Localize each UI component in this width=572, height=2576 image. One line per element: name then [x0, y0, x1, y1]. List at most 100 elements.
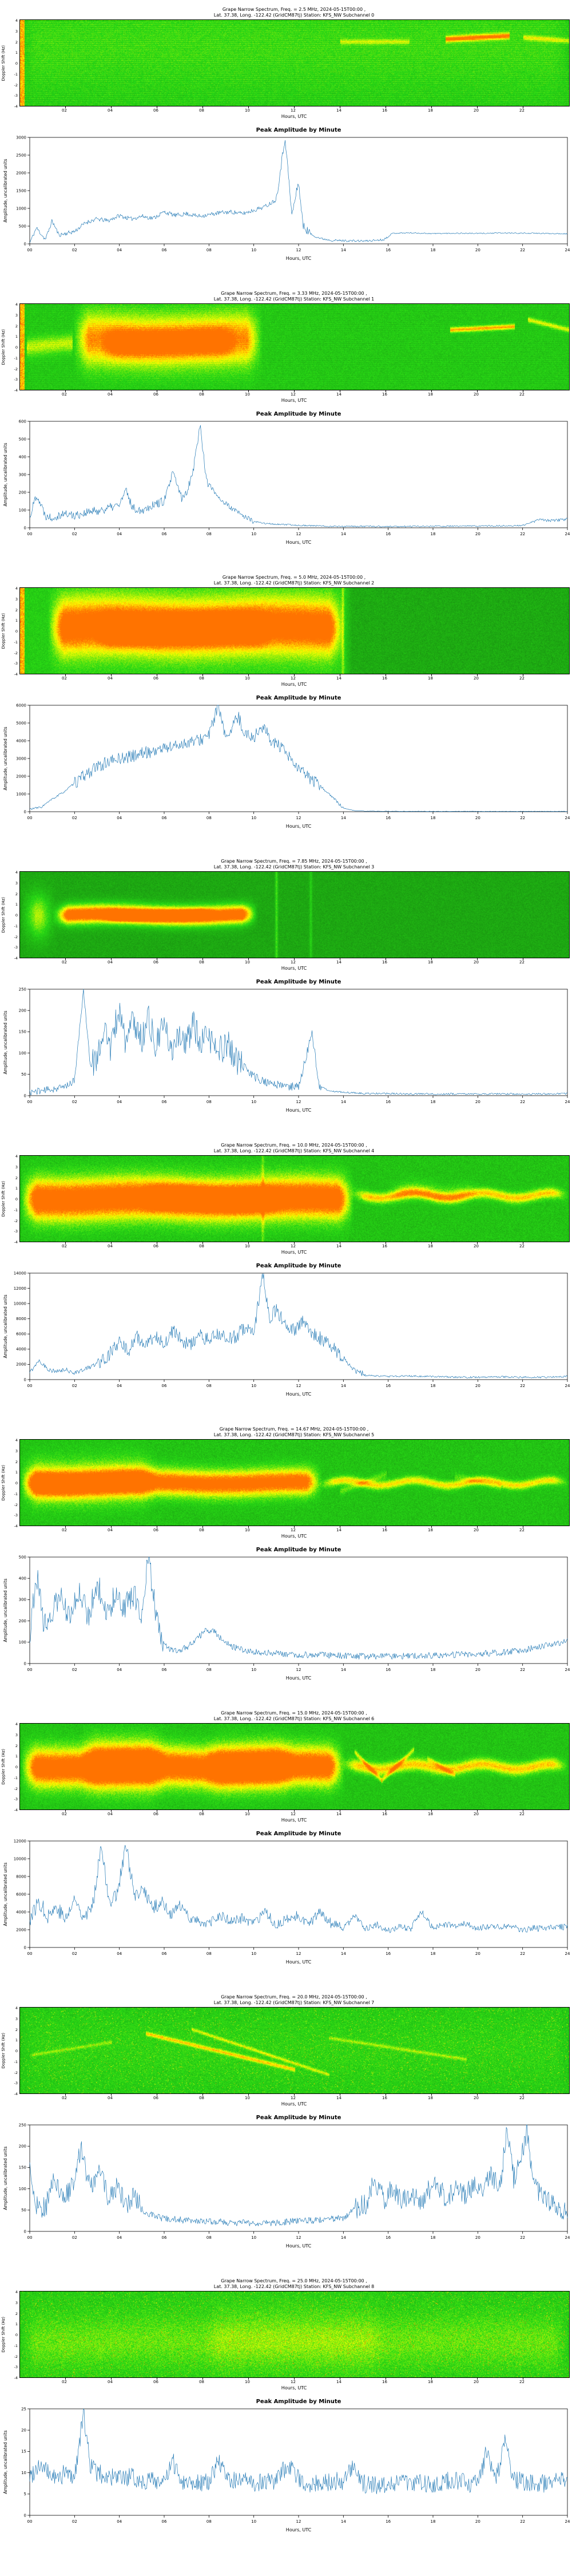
hour-tick-label: 08	[199, 1528, 204, 1532]
hour-tick-mark	[248, 958, 249, 960]
doppler-tick-label: 3	[15, 313, 18, 318]
spectrogram-canvas-wrap	[19, 587, 570, 674]
spectrogram-canvas-wrap	[19, 871, 570, 958]
hours-axis-label: Hours, UTC	[286, 540, 312, 545]
doppler-axis-label: Doppler Shift (Hz)	[1, 2032, 6, 2069]
spectrogram-title-line2: Lat. 37.38, Long. -122.42 (GridCM87tj) S…	[213, 1716, 375, 1721]
hour-tick-label: 18	[431, 532, 436, 536]
doppler-tick-label: -2	[14, 1786, 18, 1791]
hour-tick-label: 12	[291, 1528, 296, 1532]
doppler-tick-label: 4	[15, 1722, 18, 1726]
hour-tick-label: 02	[62, 392, 67, 397]
hour-tick-label: 14	[336, 1812, 341, 1816]
amplitude-y-tick-label: 5	[24, 2492, 26, 2496]
amplitude-y-tick-label: 10000	[14, 1856, 26, 1861]
doppler-tick-label: 4	[15, 2290, 18, 2294]
doppler-tick-labels: 4 3 2 1 0 -1 -2 -3 -4	[7, 302, 19, 393]
hour-tick-label: 22	[519, 960, 525, 965]
doppler-tick-label: -1	[14, 2059, 18, 2064]
amplitude-y-tick-label: 1000	[16, 206, 26, 211]
hour-tick-label: 14	[336, 2380, 341, 2384]
hour-tick-label: 22	[519, 108, 525, 113]
hour-tick-label: 18	[428, 1244, 433, 1249]
doppler-tick-label: -2	[14, 1502, 18, 1507]
hour-tick-label: 20	[475, 1668, 480, 1672]
hour-tick-mark	[202, 1242, 203, 1244]
hour-tick-label: 04	[108, 1244, 113, 1249]
doppler-axis-label: Doppler Shift (Hz)	[1, 613, 6, 649]
hour-tick-label: 10	[251, 1100, 256, 1104]
hour-tick-label: 18	[431, 248, 436, 252]
hour-tick-label: 02	[72, 532, 77, 536]
hour-tick-label: 18	[428, 1528, 433, 1532]
hour-tick-label: 16	[382, 960, 387, 965]
spectrogram-plot-area: Doppler Shift (Hz) 4 3 2 1 0 -1 -2 -3 -4	[0, 1722, 572, 1812]
spectrogram-figure: Grape Narrow Spectrum, Freq. = 10.0 MHz,…	[0, 1138, 572, 1255]
hour-tick-label: 14	[341, 248, 346, 252]
hour-tick-label: 16	[386, 532, 391, 536]
hour-tick-label: 02	[62, 1528, 67, 1532]
doppler-tick-label: 4	[15, 302, 18, 307]
hour-tick-label: 02	[72, 1951, 77, 1956]
spectrogram-canvas-wrap	[19, 303, 570, 390]
amplitude-y-tick-label: 500	[19, 1555, 26, 1559]
axis-frame	[29, 1556, 568, 1664]
amplitude-chart: 0 2000 4000 6000 8000 10000 12000 14000 00 02 04 06…	[3, 1271, 570, 1397]
hour-tick-mark	[111, 1242, 112, 1244]
doppler-tick-label: 4	[15, 586, 18, 591]
hour-tick-label: 06	[162, 1951, 167, 1956]
amplitude-y-tick-label: 300	[19, 472, 26, 477]
hour-tick-label: 10	[245, 676, 250, 681]
doppler-tick-label: 2	[15, 323, 18, 329]
hour-tick-label: 14	[336, 2096, 341, 2100]
amplitude-y-tick-label: 2500	[16, 153, 26, 157]
hour-tick-label: 02	[62, 1812, 67, 1816]
hour-tick-mark	[294, 674, 295, 676]
doppler-tick-label: 2	[15, 607, 18, 613]
hour-tick-label: 24	[565, 1384, 570, 1388]
spectrogram-title-line2: Lat. 37.38, Long. -122.42 (GridCM87tj) S…	[213, 1148, 375, 1153]
hour-tick-label: 04	[117, 1668, 122, 1672]
doppler-tick-label: -4	[14, 2092, 18, 2096]
doppler-tick-labels: 4 3 2 1 0 -1 -2 -3 -4	[7, 1722, 19, 1812]
hour-tick-label: 08	[206, 2519, 212, 2524]
hour-tick-label: 20	[474, 676, 479, 681]
amplitude-line	[29, 140, 568, 243]
hour-tick-label: 14	[336, 676, 341, 681]
hour-tick-label: 00	[27, 532, 33, 536]
amplitude-y-tick-label: 10000	[14, 1301, 26, 1306]
hour-tick-label: 20	[474, 1812, 479, 1816]
amplitude-line	[29, 425, 568, 528]
hour-tick-label: 18	[431, 2235, 436, 2240]
doppler-tick-label: -4	[14, 1240, 18, 1244]
hour-tick-label: 12	[296, 1100, 301, 1104]
hour-tick-mark	[477, 390, 478, 392]
hour-tick-label: 10	[245, 1244, 250, 1249]
hour-tick-mark	[65, 674, 66, 676]
doppler-tick-label: -3	[14, 661, 18, 666]
amplitude-plot-area: 0 100 200 300 400 500 600 00 02 04 06 08 10 12 14 16 18 2…	[0, 418, 572, 554]
doppler-tick-label: 3	[15, 2300, 18, 2305]
doppler-tick-label: -4	[14, 2376, 18, 2380]
hour-tick-label: 02	[62, 2096, 67, 2100]
spectrogram-title-line1: Grape Narrow Spectrum, Freq. = 10.0 MHz,…	[221, 1143, 367, 1148]
hour-tick-label: 04	[108, 108, 113, 113]
hour-tick-label: 10	[251, 2519, 256, 2524]
hour-tick-label: 22	[520, 248, 525, 252]
hour-tick-label: 18	[428, 676, 433, 681]
hour-tick-label: 18	[431, 1951, 436, 1956]
amplitude-y-tick-label: 15	[21, 2449, 26, 2454]
amplitude-y-tick-label: 2000	[16, 1362, 26, 1367]
doppler-tick-label: 3	[15, 596, 18, 602]
amplitude-y-tick-label: 400	[19, 455, 26, 459]
hour-tick-mark	[202, 390, 203, 392]
doppler-tick-label: 3	[15, 1732, 18, 1737]
hour-tick-label: 22	[520, 1384, 525, 1388]
hour-tick-label: 20	[475, 1384, 480, 1388]
hour-tick-label: 04	[108, 2380, 113, 2384]
doppler-tick-label: -3	[14, 377, 18, 382]
hour-tick-labels: 02 04 06 08 10 12 14 16 18 20 22	[19, 1242, 569, 1250]
amplitude-axis-label: Amplitude, uncalibrated units	[3, 1294, 8, 1358]
hour-tick-label: 20	[474, 108, 479, 113]
axis-frame	[29, 421, 568, 528]
